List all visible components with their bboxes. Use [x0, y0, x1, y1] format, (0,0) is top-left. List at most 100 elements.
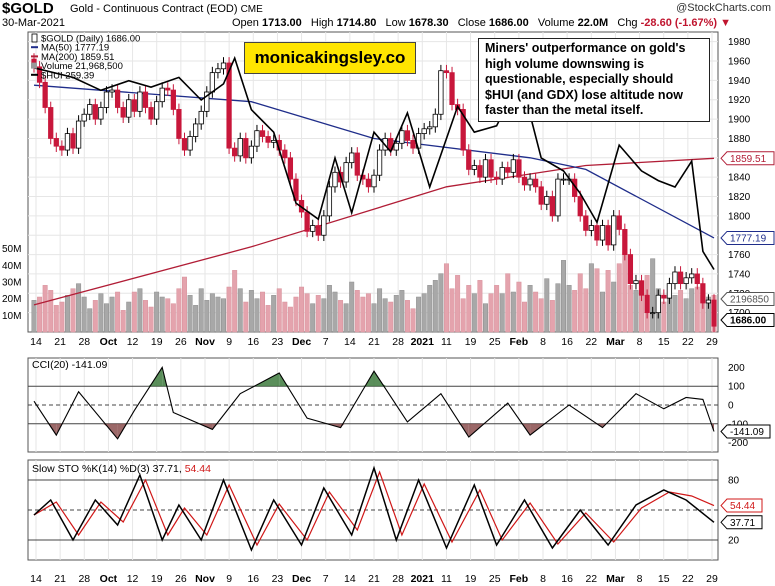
candle-body [42, 81, 48, 108]
candle-body [215, 68, 221, 74]
volume-bar [566, 285, 572, 333]
candle-body [287, 157, 294, 180]
x-tick-label: Oct [100, 336, 118, 348]
volume-bar [482, 303, 488, 333]
x-tick-label: 9 [226, 336, 232, 348]
volume-bar [137, 288, 143, 333]
candle-body [449, 72, 455, 105]
volume-bar [53, 305, 59, 333]
candle-body [198, 110, 204, 125]
x-tick-label: 15 [658, 336, 670, 348]
volume-bar [182, 276, 187, 333]
volume-bar [421, 293, 427, 333]
volume-bar [48, 290, 54, 333]
volume-bar [522, 301, 527, 333]
volume-bar [42, 285, 48, 333]
candle-body [254, 130, 260, 147]
x-tick-label: 19 [151, 336, 163, 348]
price-marker-tag [720, 230, 775, 245]
candle-body [98, 107, 104, 120]
stoch-marker-tag [720, 515, 763, 530]
candle-body [243, 138, 249, 159]
volume-bar [215, 296, 221, 333]
x-tick-label: 16 [561, 573, 573, 585]
ohlc-readout: Open 1713.00 High 1714.80 Low 1678.30 Cl… [232, 17, 732, 29]
volume-bar [142, 300, 148, 333]
candle-body [70, 133, 76, 149]
candle-body [142, 91, 149, 108]
volume-bar [271, 295, 277, 333]
candle-body [616, 215, 622, 230]
volume-bar [588, 263, 594, 333]
price-tick-label: 1920 [728, 95, 751, 106]
stoch-marker-tag [720, 498, 763, 513]
x-tick-label: 25 [489, 573, 501, 585]
cci-marker-tag [720, 424, 771, 439]
x-tick-label: 8 [540, 573, 546, 585]
candle-body [666, 283, 673, 299]
volume-bar [76, 283, 82, 333]
candle-body [661, 294, 667, 299]
candle-body [577, 196, 583, 217]
volume-bar [533, 291, 539, 333]
candle-body [315, 225, 321, 236]
volume-bar [304, 293, 310, 333]
x-tick-label: 28 [78, 336, 90, 348]
volume-bar [226, 286, 232, 333]
candle-body [92, 104, 98, 120]
volume-bar [449, 288, 455, 333]
candle-body [114, 89, 121, 108]
stoch-marker-label: 54.44 [730, 501, 755, 512]
cci-tick-label: -200 [728, 438, 748, 449]
candle-body [237, 138, 243, 157]
x-tick-label: 12 [127, 336, 139, 348]
volume-bar [248, 290, 254, 333]
candle-body [605, 225, 611, 246]
x-tick-label: 14 [344, 336, 356, 348]
candle-body [170, 89, 176, 110]
candle-body [343, 162, 349, 183]
legend-entry: $GOLD (Daily) 1686.00 [41, 34, 140, 45]
candle-body [650, 312, 656, 315]
candle-body [627, 254, 634, 285]
volume-bar [672, 295, 678, 333]
volume-bar [633, 290, 639, 333]
candle-body [700, 283, 706, 304]
price-marker-label: 1777.19 [730, 233, 767, 244]
candle-body [410, 139, 416, 149]
candle-body [694, 273, 700, 285]
x-tick-label: Feb [510, 336, 529, 348]
candle-body [354, 152, 360, 176]
price-marker-label: 1859.51 [730, 154, 767, 165]
ma200-line [33, 157, 715, 306]
volume-bar [510, 291, 516, 333]
candle-body [555, 178, 561, 217]
down-arrow-icon: ▼ [720, 17, 732, 29]
candle-body [633, 280, 639, 285]
x-tick-label: 22 [585, 336, 597, 348]
price-marker-label: 2196850 [730, 295, 769, 306]
volume-bar [87, 308, 93, 333]
volume-bar [204, 300, 210, 333]
volume-bar [399, 290, 405, 333]
candle-body [438, 70, 444, 115]
volume-bar [577, 273, 583, 333]
volume-tick-label: 50M [2, 244, 21, 255]
legend-entry: MA(200) 1859.51 [41, 52, 114, 63]
stoch-tick-label: 80 [728, 476, 740, 487]
legend-marker [31, 33, 38, 43]
x-tick-label: 7 [323, 336, 329, 348]
stoch-marker-label: 37.71 [730, 518, 755, 529]
volume-bar [115, 291, 121, 333]
volume-bar [388, 301, 394, 333]
volume-bar [276, 288, 282, 333]
volume-bar [427, 285, 433, 333]
volume-bar [460, 298, 466, 333]
candle-body [493, 176, 500, 180]
volume-bar [516, 281, 522, 333]
candle-body [64, 133, 71, 151]
volume-bar [315, 295, 321, 333]
candle-body [432, 113, 438, 128]
candle-body [655, 294, 661, 314]
volume-bar [466, 285, 472, 333]
